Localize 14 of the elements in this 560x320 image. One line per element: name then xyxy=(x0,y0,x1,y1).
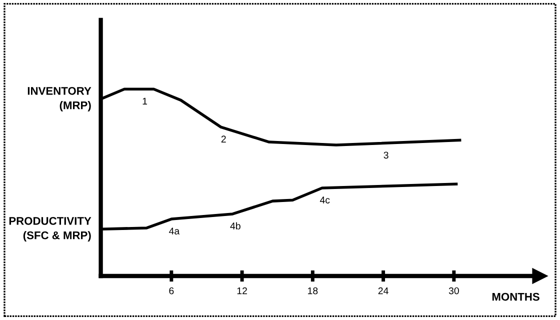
annotation: 2 xyxy=(221,136,226,142)
x-tick-label: 30 xyxy=(448,287,459,294)
x-tick-label: 12 xyxy=(237,287,247,294)
x-tick-label: 6 xyxy=(169,287,174,294)
series-label: INVENTORY (MRP) xyxy=(28,86,92,112)
annotation: 3 xyxy=(384,152,388,159)
x-axis-title: MONTHS xyxy=(492,292,540,301)
x-tick-label: 24 xyxy=(378,287,388,294)
annotation: 4b xyxy=(230,222,240,230)
annotation: 4c xyxy=(320,196,330,204)
annotation: 1 xyxy=(142,98,148,105)
series-label: PRODUCTIVITY (SFC & MRP) xyxy=(9,217,92,242)
annotation: 4a xyxy=(169,228,180,234)
x-tick-label: 18 xyxy=(308,287,318,294)
